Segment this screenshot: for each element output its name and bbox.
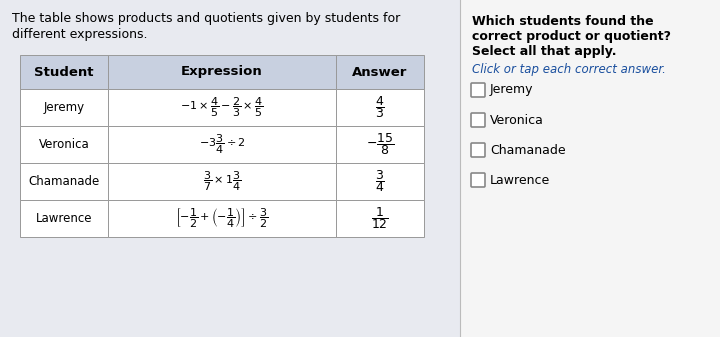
Text: Veronica: Veronica xyxy=(490,114,544,126)
Text: $-3\dfrac{3}{4}\div 2$: $-3\dfrac{3}{4}\div 2$ xyxy=(199,133,246,156)
Text: $\dfrac{1}{12}$: $\dfrac{1}{12}$ xyxy=(371,206,389,232)
Text: correct product or quotient?: correct product or quotient? xyxy=(472,30,671,43)
Text: $-\dfrac{15}{8}$: $-\dfrac{15}{8}$ xyxy=(366,131,394,157)
Bar xyxy=(336,126,424,163)
FancyBboxPatch shape xyxy=(471,143,485,157)
Bar xyxy=(108,89,336,126)
Text: $-1\times\dfrac{4}{5}-\dfrac{2}{3}\times\dfrac{4}{5}$: $-1\times\dfrac{4}{5}-\dfrac{2}{3}\times… xyxy=(180,96,264,119)
Text: Answer: Answer xyxy=(352,65,408,79)
Text: $\left[-\dfrac{1}{2}+\left(-\dfrac{1}{4}\right)\right]\div\dfrac{3}{2}$: $\left[-\dfrac{1}{2}+\left(-\dfrac{1}{4}… xyxy=(176,207,269,230)
Bar xyxy=(108,200,336,237)
Text: The table shows products and quotients given by students for: The table shows products and quotients g… xyxy=(12,12,400,25)
Text: $\dfrac{4}{3}$: $\dfrac{4}{3}$ xyxy=(375,95,385,120)
Text: Student: Student xyxy=(35,65,94,79)
FancyBboxPatch shape xyxy=(471,113,485,127)
Bar xyxy=(336,55,424,89)
Bar xyxy=(20,163,108,200)
Text: Select all that apply.: Select all that apply. xyxy=(472,45,616,58)
Text: $\dfrac{3}{7}\times 1\dfrac{3}{4}$: $\dfrac{3}{7}\times 1\dfrac{3}{4}$ xyxy=(203,170,241,193)
Text: Jeremy: Jeremy xyxy=(43,101,84,114)
Text: Lawrence: Lawrence xyxy=(490,174,550,186)
Bar xyxy=(20,89,108,126)
Bar xyxy=(108,126,336,163)
Text: different expressions.: different expressions. xyxy=(12,28,148,41)
Text: Jeremy: Jeremy xyxy=(490,84,534,96)
Text: Veronica: Veronica xyxy=(39,138,89,151)
Text: Click or tap each correct answer.: Click or tap each correct answer. xyxy=(472,63,666,76)
Bar xyxy=(336,200,424,237)
Text: Chamanade: Chamanade xyxy=(490,144,566,156)
Bar xyxy=(336,163,424,200)
Bar xyxy=(20,55,108,89)
FancyBboxPatch shape xyxy=(471,83,485,97)
Bar xyxy=(336,89,424,126)
Text: Chamanade: Chamanade xyxy=(28,175,99,188)
Bar xyxy=(108,163,336,200)
Text: Expression: Expression xyxy=(181,65,263,79)
Text: $\dfrac{3}{4}$: $\dfrac{3}{4}$ xyxy=(375,168,385,194)
Bar xyxy=(20,200,108,237)
Bar xyxy=(108,55,336,89)
Bar xyxy=(20,126,108,163)
Text: Lawrence: Lawrence xyxy=(36,212,92,225)
Bar xyxy=(460,0,720,337)
Text: Which students found the: Which students found the xyxy=(472,15,654,28)
Bar xyxy=(0,0,460,337)
FancyBboxPatch shape xyxy=(471,173,485,187)
